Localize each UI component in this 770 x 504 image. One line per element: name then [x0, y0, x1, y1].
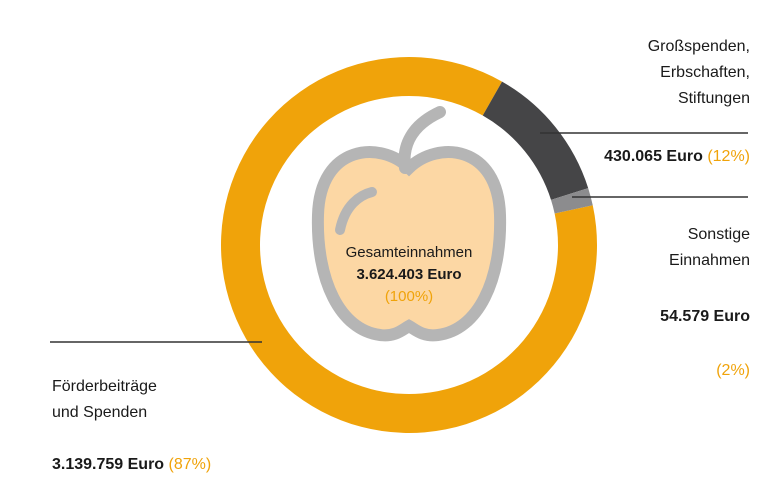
donut-slice — [551, 188, 593, 214]
value-label: 54.579 Euro — [660, 308, 750, 325]
slice-label: Förderbeiträge und Spenden 3.139.759 Eur… — [52, 348, 211, 504]
apple-icon — [311, 106, 507, 342]
value-line: 3.139.759 Euro (87%) — [52, 452, 211, 478]
center-label: Gesamteinnahmen 3.624.403 Euro (100%) — [309, 242, 509, 308]
share-label: (87%) — [168, 456, 212, 473]
value-label: 3.139.759 Euro — [52, 456, 165, 473]
value-line: 430.065 Euro (12%) — [604, 144, 750, 170]
donut-slice — [482, 81, 589, 200]
share-label: (2%) — [716, 362, 750, 379]
share-label: (12%) — [707, 148, 750, 165]
category-label: Förderbeiträge und Spenden — [52, 378, 157, 421]
category-label: Sonstige Einnahmen — [669, 226, 750, 269]
slice-label: Sonstige Einnahmen 54.579 Euro (2%) — [660, 196, 750, 410]
donut — [221, 57, 597, 433]
slice-label: Großspenden, Erbschaften, Stiftungen 430… — [604, 8, 750, 196]
total-label: 3.624.403 Euro — [356, 266, 462, 283]
page: Förderbeiträge und Spenden 3.139.759 Eur… — [50, 8, 750, 473]
chart — [50, 57, 748, 433]
total-share-label: (100%) — [384, 288, 434, 305]
category-label: Großspenden, Erbschaften, Stiftungen — [647, 38, 750, 107]
value-label: 430.065 Euro — [604, 148, 703, 165]
center-title: Gesamteinnahmen — [345, 244, 473, 261]
